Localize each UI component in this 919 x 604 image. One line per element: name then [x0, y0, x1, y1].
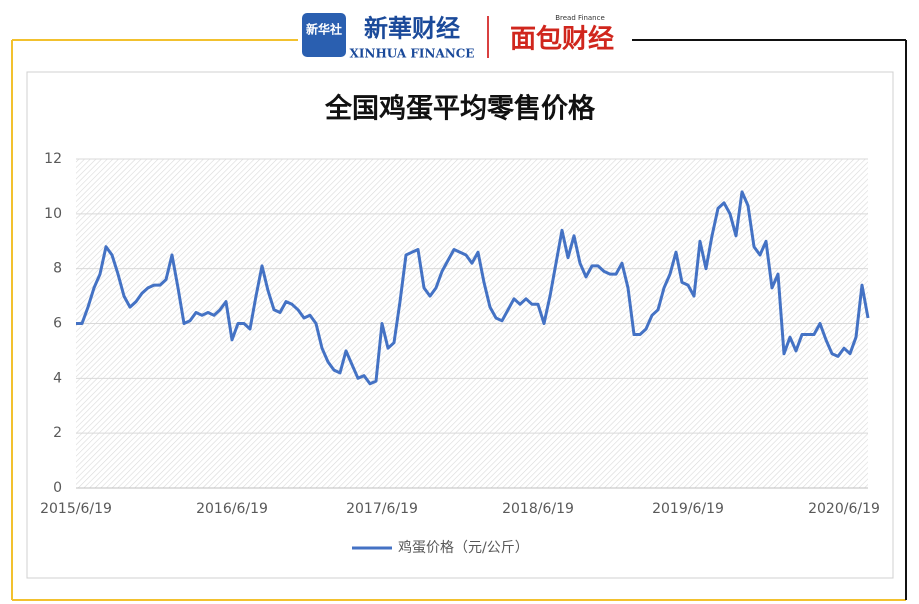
x-tick-label: 2018/6/19: [502, 501, 574, 517]
y-tick-label: 0: [53, 480, 62, 496]
partner: 面包财经: [510, 24, 614, 55]
x-tick-label: 2020/6/19: [808, 501, 880, 517]
x-tick-label: 2015/6/19: [40, 501, 112, 517]
logo-icon-text: 新华社: [306, 22, 342, 37]
legend-label: 鸡蛋价格（元/公斤）: [398, 539, 529, 556]
partner-small: Bread Finance: [555, 14, 605, 22]
logo-icon: [302, 13, 346, 57]
y-tick-label: 8: [53, 261, 62, 277]
data-line: [76, 190, 870, 386]
brand-en: XINHUA FINANCE: [350, 47, 475, 61]
y-tick-label: 10: [44, 206, 62, 222]
y-tick-label: 6: [53, 316, 62, 332]
y-tick-label: 12: [44, 151, 62, 167]
y-tick-label: 4: [53, 370, 62, 386]
y-tick-label: 2: [53, 425, 62, 441]
x-tick-label: 2019/6/19: [652, 501, 724, 517]
chart-title: 全国鸡蛋平均零售价格: [324, 93, 596, 125]
brand: 新華财经: [364, 14, 460, 43]
x-tick-label: 2016/6/19: [196, 501, 268, 517]
x-tick-label: 2017/6/19: [346, 501, 418, 517]
